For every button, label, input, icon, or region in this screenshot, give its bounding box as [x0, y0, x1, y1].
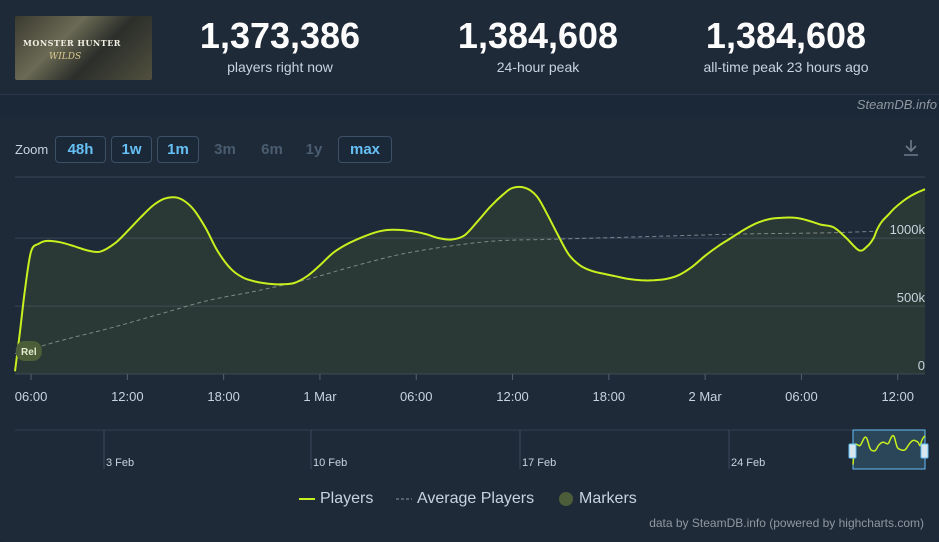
stats-bar: MONSTER HUNTER WILDS 1,373,386 players r… — [0, 0, 939, 95]
legend-dashed-line-icon — [396, 498, 412, 500]
download-icon[interactable] — [900, 137, 922, 159]
zoom-6m-button: 6m — [261, 141, 283, 158]
data-credit[interactable]: data by SteamDB.info (powered by highcha… — [649, 516, 924, 530]
navigator-left-handle[interactable] — [848, 443, 857, 459]
zoom-48h-button[interactable]: 48h — [55, 136, 106, 163]
y-tick-label: 0 — [918, 358, 925, 373]
stat-label: players right now — [227, 59, 333, 75]
series-players-line — [14, 185, 926, 372]
stat-24h-peak: 1,384,608 24-hour peak — [438, 14, 638, 76]
x-tick-label: 12:00 — [111, 389, 144, 404]
stat-label: 24-hour peak — [496, 59, 580, 75]
player-count-chart: Rel 06:00 12:00 18:00 1 Mar 06:00 12:00 18:00 2… — [14, 176, 929, 470]
y-tick-label: 500k — [897, 290, 926, 305]
legend-label: Players — [320, 490, 374, 507]
marker-badge[interactable] — [15, 341, 42, 361]
stat-value: 1,384,608 — [705, 15, 867, 56]
stat-value: 1,384,608 — [457, 15, 619, 56]
x-tick-label: 18:00 — [593, 389, 626, 404]
zoom-3m-button: 3m — [214, 141, 236, 158]
navigator-selection[interactable] — [852, 429, 926, 470]
navigator-date-label: 17 Feb — [522, 457, 556, 469]
series-players-area — [15, 186, 925, 374]
chart-legend: Players Average Players Markers — [0, 490, 939, 512]
navigator-date-label: 3 Feb — [106, 457, 134, 469]
x-tick-label: 06:00 — [400, 389, 433, 404]
navigator-players-line — [852, 434, 926, 465]
x-tick-label: 06:00 — [15, 389, 48, 404]
navigator-date-label: 10 Feb — [313, 457, 347, 469]
thumbnail-subtitle: WILDS — [49, 52, 82, 62]
zoom-1y-button: 1y — [305, 141, 323, 158]
chart-panel: Zoom 48h 1w 1m 3m 6m 1y max Rel 06:00 12:… — [0, 117, 939, 542]
zoom-label: Zoom — [15, 142, 49, 157]
x-tick-label: 2 Mar — [689, 389, 723, 404]
thumbnail-title: MONSTER HUNTER — [23, 38, 121, 48]
navigator-right-handle[interactable] — [920, 443, 929, 459]
x-tick-label: 1 Mar — [303, 389, 337, 404]
legend-label: Markers — [579, 490, 637, 507]
zoom-max-button[interactable]: max — [338, 136, 392, 163]
stat-label: all-time peak 23 hours ago — [703, 59, 869, 75]
stat-all-time-peak: 1,384,608 all-time peak 23 hours ago — [686, 14, 886, 76]
x-tick-label: 18:00 — [207, 389, 240, 404]
game-thumbnail[interactable]: MONSTER HUNTER WILDS — [15, 16, 152, 80]
x-tick-label: 12:00 — [881, 389, 914, 404]
zoom-1m-button[interactable]: 1m — [157, 136, 199, 163]
legend-line-icon — [299, 498, 315, 500]
x-tick-label: 06:00 — [785, 389, 818, 404]
y-tick-label: 1000k — [890, 222, 926, 237]
steamdb-credit[interactable]: SteamDB.info — [856, 97, 937, 112]
marker-label: Rel — [21, 347, 37, 358]
legend-circle-icon — [559, 492, 573, 506]
legend-item-markers[interactable]: Markers — [558, 490, 637, 508]
legend-label: Average Players — [417, 490, 535, 507]
stat-players-now: 1,373,386 players right now — [180, 14, 380, 76]
navigator-date-label: 24 Feb — [731, 457, 765, 469]
stat-value: 1,373,386 — [199, 15, 361, 56]
legend-item-average-players[interactable]: Average Players — [396, 490, 534, 508]
x-tick-label: 12:00 — [496, 389, 529, 404]
zoom-1w-button[interactable]: 1w — [111, 136, 152, 163]
legend-item-players[interactable]: Players — [299, 490, 373, 508]
